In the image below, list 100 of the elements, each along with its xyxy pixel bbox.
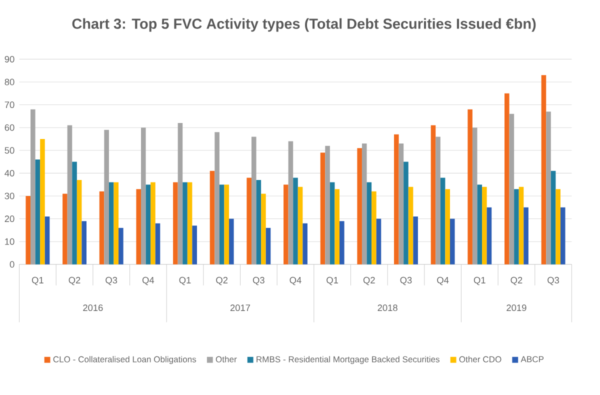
bar [366, 182, 372, 265]
bar [334, 189, 340, 265]
bar [302, 224, 308, 265]
bar [192, 226, 197, 265]
bar [450, 218, 455, 265]
bar [408, 187, 414, 265]
bar [504, 94, 510, 265]
y-tick-label: 70 [4, 102, 14, 108]
bar [229, 218, 234, 265]
bar [524, 208, 528, 265]
bar [320, 152, 326, 265]
bar [509, 114, 514, 265]
bar [246, 178, 252, 265]
y-tick-label: 80 [4, 78, 14, 86]
legend-label: RMBS - Residential Mortgage Backed Securities [256, 356, 440, 364]
bar [30, 110, 36, 265]
bar [372, 192, 376, 265]
bar [376, 218, 382, 265]
text: 2017 [230, 304, 250, 312]
x-tick-label: Q1 [474, 277, 486, 286]
bar [72, 162, 77, 265]
bar [394, 134, 399, 265]
x-tick-label: Q3 [252, 277, 264, 286]
bar [155, 224, 160, 265]
bar [104, 130, 109, 265]
bar [325, 146, 330, 265]
x-tick-label: Q1 [32, 277, 44, 286]
bar [214, 132, 220, 265]
bar [398, 144, 404, 265]
y-tick-label: 50 [4, 147, 14, 154]
legend-label: Other CDO [459, 356, 502, 363]
bar [261, 194, 266, 265]
bar [541, 75, 546, 265]
chart-title: Chart 3: Top 5 FVC Activity types (Total Debt Securities Issued €bn) [72, 18, 536, 32]
bar [67, 126, 72, 265]
bar [340, 221, 344, 265]
x-tick-label: Q2 [68, 277, 80, 286]
bar [362, 144, 367, 265]
x-tick-label: Q2 [510, 277, 522, 286]
bar [486, 208, 492, 265]
bar [357, 148, 362, 265]
bar [430, 126, 436, 265]
bar [173, 182, 178, 265]
x-tick-label: Q4 [142, 277, 154, 286]
bar [436, 136, 440, 265]
y-tick-label: 20 [4, 216, 14, 222]
y-tick-label: 90 [4, 56, 14, 63]
bar [550, 171, 556, 265]
y-tick-label: 60 [4, 124, 14, 132]
bar [477, 184, 482, 265]
bar [108, 182, 114, 265]
bar [99, 192, 104, 265]
bar [330, 182, 335, 265]
bar [35, 160, 40, 265]
bar [556, 189, 560, 265]
bar [82, 221, 86, 265]
y-tick-label: 0 [10, 261, 14, 268]
bar [44, 216, 50, 265]
bar [413, 216, 418, 265]
bar [440, 178, 446, 265]
x-tick-label: Q3 [400, 277, 412, 286]
bar [472, 128, 478, 265]
bar [546, 112, 551, 265]
bar [118, 228, 124, 265]
x-tick-label: Q3 [548, 277, 560, 286]
bar [404, 162, 408, 265]
legend-label: ABCP [520, 356, 544, 362]
bar [482, 187, 487, 265]
x-tick-label: Q4 [437, 277, 449, 286]
bar [40, 139, 45, 265]
bar [26, 196, 31, 265]
bar [114, 182, 119, 265]
bar [266, 228, 271, 265]
bar [210, 171, 215, 265]
bar [251, 136, 256, 265]
bar [136, 189, 141, 265]
bar [141, 128, 146, 265]
bar [560, 208, 566, 265]
y-tick-label: 30 [4, 192, 14, 200]
bar [514, 189, 519, 265]
x-tick-label: Q2 [216, 277, 228, 286]
bar [445, 189, 450, 265]
legend-label: CLO - Collateralised Loan Obligations [53, 356, 196, 364]
bar [468, 110, 472, 265]
text: 2018 [378, 304, 398, 312]
x-tick-label: Q2 [363, 277, 375, 286]
x-tick-label: Q1 [179, 277, 191, 286]
x-tick-label: Q4 [290, 277, 302, 286]
bar [293, 178, 298, 265]
bar [182, 182, 188, 265]
bar [178, 123, 183, 265]
legend-label: Other [216, 356, 237, 363]
x-tick-label: Q1 [326, 277, 338, 286]
bar [219, 184, 224, 265]
bar [284, 184, 288, 265]
bar [146, 184, 151, 265]
bar [224, 184, 230, 265]
bar [76, 180, 82, 265]
bar [150, 182, 156, 265]
bar [518, 187, 524, 265]
